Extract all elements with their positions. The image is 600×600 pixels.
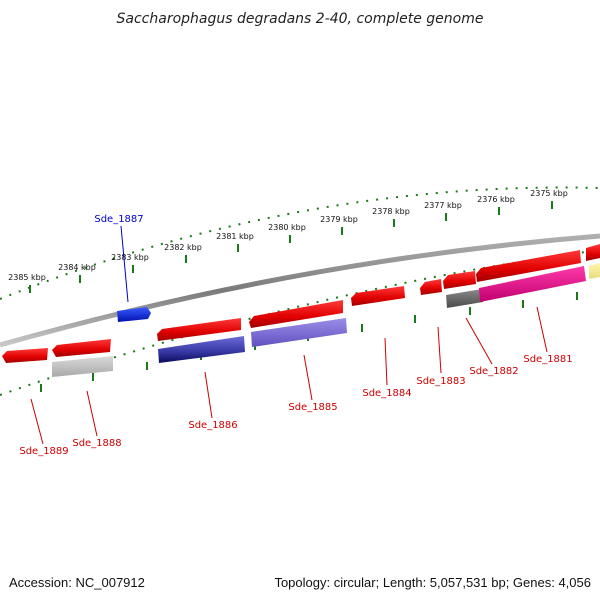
gene-next-forward: [586, 244, 600, 261]
gene-next-product: [589, 263, 600, 279]
tick-label: 2382 kbp: [164, 243, 202, 252]
gene-label-sde-1887[interactable]: Sde_1887: [94, 214, 143, 225]
gene-sde-1888[interactable]: [52, 339, 111, 357]
gene-sde-1885-product: [251, 318, 347, 347]
gene-label-sde-1883[interactable]: Sde_1883: [416, 376, 465, 387]
gene-features: [2, 244, 600, 377]
gene-labels: Sde_1889 Sde_1888 Sde_1887 Sde_1886 Sde_…: [19, 214, 572, 457]
gene-sde-1883[interactable]: [420, 279, 442, 295]
gene-label-sde-1881[interactable]: Sde_1881: [523, 354, 572, 365]
gene-sde-1885[interactable]: [249, 300, 343, 328]
gene-sde-1886[interactable]: [157, 318, 241, 341]
genome-title: Saccharophagus degradans 2-40, complete …: [117, 11, 484, 27]
tick-label: 2385 kbp: [8, 273, 46, 282]
gene-label-sde-1888[interactable]: Sde_1888: [72, 438, 121, 449]
tick-label: 2380 kbp: [268, 223, 306, 232]
gene-sde-1882-product: [446, 289, 483, 308]
tick-label: 2384 kbp: [58, 263, 96, 272]
gene-sde-1887[interactable]: [117, 307, 151, 322]
gene-sde-1886-product: [158, 336, 245, 363]
genome-backbone: [0, 233, 600, 348]
tick-label: 2376 kbp: [477, 195, 515, 204]
tick-label: 2375 kbp: [530, 189, 568, 198]
tick-labels: 2385 kbp 2384 kbp 2383 kbp 2382 kbp 2381 kbp…: [8, 189, 568, 282]
gene-label-sde-1884[interactable]: Sde_1884: [362, 388, 411, 399]
gene-sde-1889[interactable]: [2, 348, 48, 363]
leader-lines: [30, 225, 548, 445]
gene-label-sde-1882[interactable]: Sde_1882: [469, 366, 518, 377]
tick-label: 2377 kbp: [424, 201, 462, 210]
gene-sde-1884[interactable]: [351, 286, 405, 306]
gene-label-sde-1889[interactable]: Sde_1889: [19, 446, 68, 457]
tick-label: 2378 kbp: [372, 207, 410, 216]
gene-sde-1888-product: [52, 356, 113, 377]
genome-summary-text: Topology: circular; Length: 5,057,531 bp…: [274, 575, 591, 590]
outer-tick-ring: [0, 186, 600, 300]
tick-label: 2381 kbp: [216, 232, 254, 241]
gene-sde-1881[interactable]: [476, 250, 581, 282]
gene-label-sde-1886[interactable]: Sde_1886: [188, 420, 237, 431]
gene-label-sde-1885[interactable]: Sde_1885: [288, 402, 337, 413]
accession-text: Accession: NC_007912: [9, 575, 145, 590]
gene-sde-1881-product: [479, 266, 586, 302]
tick-label: 2383 kbp: [111, 253, 149, 262]
tick-label: 2379 kbp: [320, 215, 358, 224]
gene-sde-1882[interactable]: [443, 271, 476, 289]
